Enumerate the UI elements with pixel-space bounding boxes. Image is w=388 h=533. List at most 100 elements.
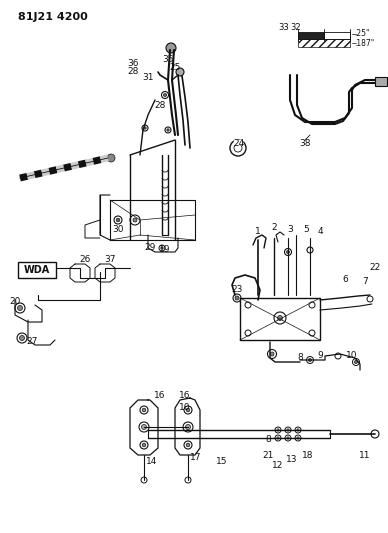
- Text: 23: 23: [231, 286, 242, 295]
- Circle shape: [355, 360, 357, 364]
- Text: .25": .25": [354, 29, 370, 38]
- Circle shape: [275, 427, 281, 433]
- Circle shape: [335, 353, 341, 359]
- Circle shape: [308, 359, 312, 361]
- Circle shape: [245, 302, 251, 308]
- Circle shape: [184, 441, 192, 449]
- Circle shape: [186, 408, 190, 412]
- Text: 37: 37: [104, 255, 116, 264]
- Circle shape: [307, 247, 313, 253]
- Text: 18: 18: [302, 450, 314, 459]
- Circle shape: [287, 437, 289, 439]
- Circle shape: [19, 335, 24, 341]
- Text: 29: 29: [144, 244, 156, 253]
- Circle shape: [371, 430, 379, 438]
- Circle shape: [275, 435, 281, 441]
- Text: 32: 32: [291, 23, 301, 33]
- Circle shape: [277, 316, 282, 320]
- Text: 26: 26: [79, 255, 91, 264]
- Circle shape: [139, 422, 149, 432]
- Text: 20: 20: [9, 297, 21, 306]
- Text: 36: 36: [127, 59, 139, 68]
- Text: 31: 31: [142, 74, 154, 83]
- Circle shape: [297, 429, 299, 431]
- Circle shape: [133, 218, 137, 222]
- Circle shape: [107, 154, 115, 162]
- Circle shape: [297, 437, 299, 439]
- Circle shape: [163, 93, 166, 96]
- Text: 24: 24: [233, 139, 244, 148]
- Circle shape: [17, 333, 27, 343]
- Circle shape: [185, 477, 191, 483]
- Circle shape: [161, 92, 168, 99]
- Bar: [18, 262, 56, 278]
- Circle shape: [142, 408, 146, 412]
- Circle shape: [15, 303, 25, 313]
- Text: 1: 1: [255, 228, 261, 237]
- Circle shape: [285, 435, 291, 441]
- Bar: [298, 39, 350, 47]
- Text: 9: 9: [317, 351, 323, 359]
- Text: 7: 7: [362, 278, 368, 287]
- Circle shape: [309, 330, 315, 336]
- Text: 27: 27: [26, 337, 38, 346]
- Circle shape: [267, 350, 277, 359]
- Circle shape: [140, 441, 148, 449]
- Circle shape: [274, 312, 286, 324]
- Circle shape: [165, 127, 171, 133]
- Text: 5: 5: [303, 225, 309, 235]
- Bar: [298, 32, 324, 39]
- Circle shape: [367, 296, 373, 302]
- Text: .187": .187": [354, 38, 374, 47]
- Circle shape: [277, 437, 279, 439]
- Text: 16: 16: [179, 391, 191, 400]
- Circle shape: [142, 443, 146, 447]
- Text: 81J21 4200: 81J21 4200: [18, 12, 88, 22]
- Bar: [324, 32, 350, 39]
- Circle shape: [309, 302, 315, 308]
- Text: 13: 13: [286, 456, 298, 464]
- Circle shape: [295, 427, 301, 433]
- Circle shape: [233, 294, 241, 302]
- Circle shape: [159, 245, 165, 251]
- Bar: [375, 77, 387, 86]
- Text: 28: 28: [154, 101, 166, 109]
- Circle shape: [286, 251, 289, 254]
- Text: 21: 21: [262, 450, 274, 459]
- Circle shape: [270, 352, 274, 356]
- Text: 4: 4: [317, 228, 323, 237]
- Circle shape: [167, 129, 169, 131]
- Circle shape: [307, 357, 314, 364]
- Text: 10: 10: [179, 403, 191, 413]
- Text: 28: 28: [127, 68, 139, 77]
- Circle shape: [285, 427, 291, 433]
- Bar: [234, 140, 242, 144]
- Text: 22: 22: [369, 263, 381, 272]
- Text: 8: 8: [265, 435, 271, 445]
- Text: 11: 11: [359, 450, 371, 459]
- Text: 3: 3: [287, 225, 293, 235]
- Circle shape: [142, 125, 148, 131]
- Text: 33: 33: [279, 23, 289, 33]
- Circle shape: [284, 248, 291, 255]
- Text: 10: 10: [346, 351, 358, 359]
- Text: WDA: WDA: [24, 265, 50, 275]
- Circle shape: [245, 330, 251, 336]
- Circle shape: [140, 406, 148, 414]
- Text: 30: 30: [112, 225, 124, 235]
- Circle shape: [130, 215, 140, 225]
- Circle shape: [116, 218, 120, 222]
- Circle shape: [183, 422, 193, 432]
- Circle shape: [176, 68, 184, 76]
- Text: 19: 19: [159, 246, 171, 254]
- Text: 14: 14: [146, 457, 158, 466]
- Circle shape: [277, 429, 279, 431]
- Circle shape: [161, 247, 163, 249]
- Text: 17: 17: [190, 454, 202, 463]
- Circle shape: [287, 429, 289, 431]
- Text: 8: 8: [297, 353, 303, 362]
- Circle shape: [353, 359, 360, 366]
- Circle shape: [235, 296, 239, 300]
- Text: 12: 12: [272, 461, 284, 470]
- Circle shape: [186, 443, 190, 447]
